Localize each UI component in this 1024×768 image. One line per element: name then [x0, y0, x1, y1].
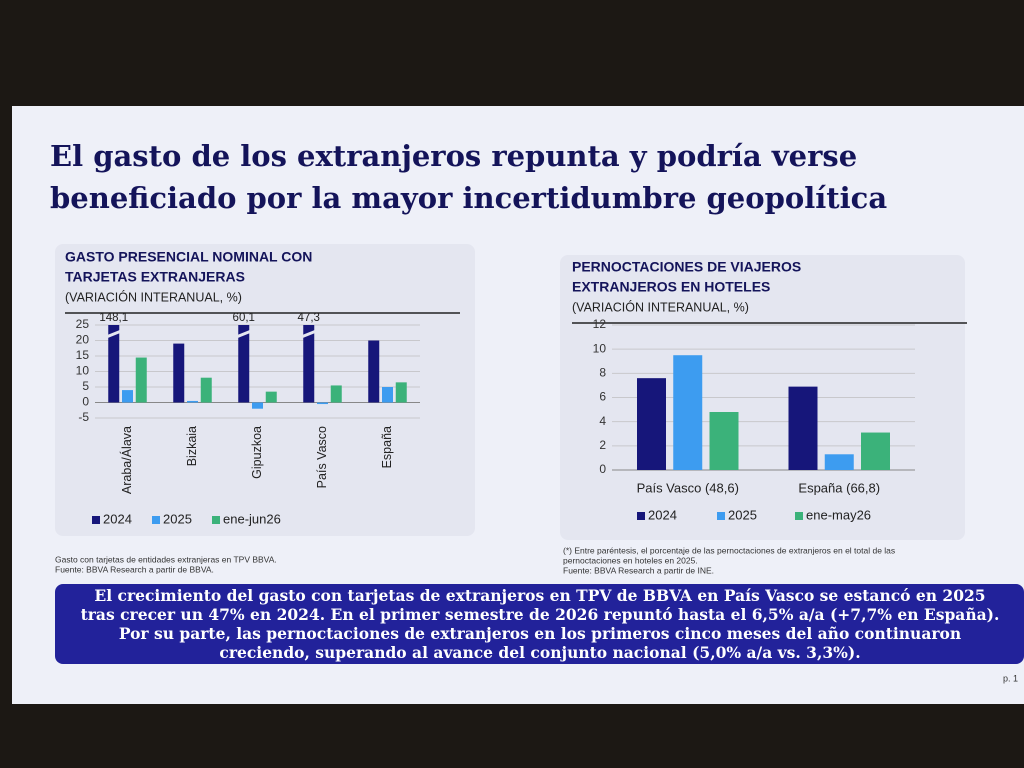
legend-swatch: [92, 516, 100, 524]
value-label: 60,1: [233, 312, 255, 324]
chart: GASTO PRESENCIAL NOMINAL CON TARJETAS EXT…: [55, 249, 460, 574]
bar: [861, 432, 890, 470]
bar: [709, 412, 739, 470]
summary-text: tras crecer un 47% en 2024. En el primer…: [81, 605, 1000, 624]
legend-swatch: [717, 512, 725, 520]
chart-subtitle: (VARIACIÓN INTERANUAL, %): [65, 289, 242, 304]
x-tick-label: País Vasco (48,6): [637, 480, 739, 495]
axis-break: [105, 329, 122, 339]
legend-label: ene-jun26: [223, 511, 281, 526]
chart-panel: [55, 244, 475, 536]
bar: [238, 325, 250, 403]
y-tick-label: 25: [76, 317, 90, 331]
y-tick-label: 8: [599, 366, 606, 380]
chart-title: PERNOCTACIONES DE VIAJEROS: [572, 259, 801, 275]
summary-box: [55, 584, 1024, 664]
legend-label: 2025: [728, 507, 757, 522]
bar: [637, 378, 666, 470]
chart: PERNOCTACIONES DE VIAJEROS EXTRANJEROS EN…: [563, 259, 967, 575]
slide-title: El gasto de los extranjeros repunta y po…: [50, 139, 857, 173]
chart-title: TARJETAS EXTRANJERAS: [65, 269, 245, 285]
bar: [187, 400, 198, 403]
legend-swatch: [152, 516, 160, 524]
bar: [673, 355, 703, 470]
bar: [252, 402, 263, 409]
bar: [395, 382, 407, 403]
legend-swatch: [212, 516, 220, 524]
bar: [317, 402, 328, 405]
bar: [824, 454, 854, 470]
y-tick-label: 0: [82, 395, 89, 409]
chart-note: (*) Entre paréntesis, el porcentaje de l…: [563, 545, 895, 555]
legend-swatch: [795, 512, 803, 520]
x-tick-label: España (66,8): [798, 480, 880, 495]
x-tick-label: Gipuzkoa: [250, 426, 264, 479]
chart-subtitle: (VARIACIÓN INTERANUAL, %): [572, 299, 749, 314]
chart-note: Fuente: BBVA Research a partir de INE.: [563, 565, 714, 575]
bar: [303, 325, 315, 403]
bar: [368, 340, 380, 403]
summary-text: Por su parte, las pernoctaciones de extr…: [119, 624, 961, 643]
bar: [122, 390, 133, 403]
summary-text: El crecimiento del gasto con tarjetas de…: [94, 586, 985, 605]
page-number: p. 1: [1003, 673, 1018, 683]
chart-title: GASTO PRESENCIAL NOMINAL CON: [65, 249, 312, 265]
y-tick-label: 15: [76, 348, 90, 362]
legend-swatch: [637, 512, 645, 520]
axis-break: [300, 329, 317, 339]
x-tick-label: España: [380, 426, 394, 468]
y-tick-label: 6: [599, 390, 606, 404]
y-tick-label: 10: [593, 341, 607, 355]
bar: [108, 325, 120, 403]
bar: [135, 357, 147, 403]
y-tick-label: -5: [78, 410, 89, 424]
slide-title: beneficiado por la mayor incertidumbre g…: [50, 181, 887, 215]
y-tick-label: 5: [82, 379, 89, 393]
bar: [788, 386, 818, 470]
chart-note: Gasto con tarjetas de entidades extranje…: [55, 554, 277, 564]
x-tick-label: País Vasco: [315, 426, 329, 488]
legend-label: 2025: [163, 511, 192, 526]
legend-label: ene-may26: [806, 507, 871, 522]
y-tick-label: 4: [599, 414, 606, 428]
bar: [265, 391, 277, 403]
summary-text: creciendo, superando al avance del conju…: [219, 643, 860, 662]
bar: [330, 385, 342, 403]
chart-title: EXTRANJEROS EN HOTELES: [572, 279, 770, 295]
y-tick-label: 0: [599, 462, 606, 476]
y-tick-label: 2: [599, 438, 606, 452]
bar: [200, 377, 212, 403]
chart-note: pernoctaciones en hoteles en 2025.: [563, 555, 698, 565]
y-tick-label: 10: [76, 364, 90, 378]
axis-break: [235, 329, 252, 339]
y-tick-label: 12: [593, 317, 607, 331]
y-tick-label: 20: [76, 333, 90, 347]
x-tick-label: Araba/Álava: [119, 426, 134, 494]
bar: [382, 387, 393, 403]
value-label: 47,3: [298, 312, 320, 324]
x-tick-label: Bizkaia: [185, 426, 199, 466]
legend-label: 2024: [648, 507, 677, 522]
value-label: 148,1: [99, 312, 128, 324]
bar: [173, 343, 185, 403]
chart-note: Fuente: BBVA Research a partir de BBVA.: [55, 564, 214, 574]
legend-label: 2024: [103, 511, 132, 526]
